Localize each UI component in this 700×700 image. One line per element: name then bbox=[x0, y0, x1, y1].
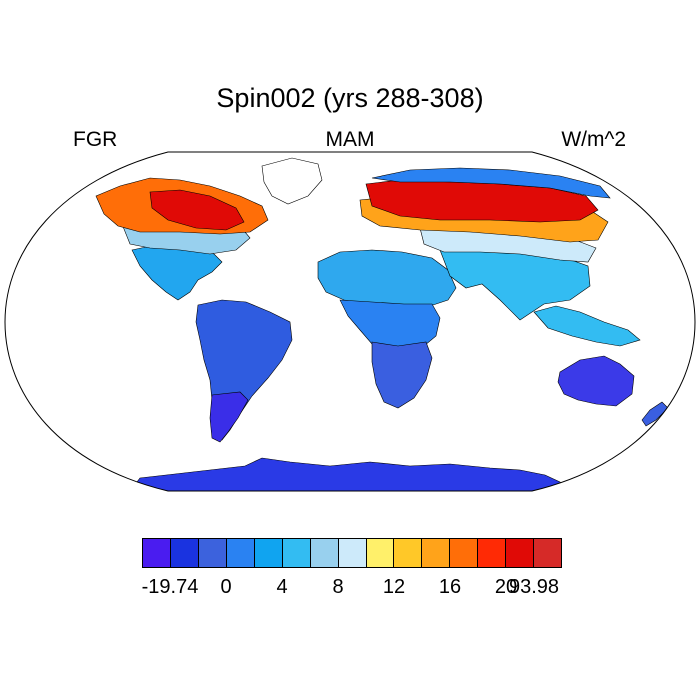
canada-core bbox=[149, 189, 245, 231]
colorbar-box bbox=[198, 539, 227, 567]
colorbar-box bbox=[170, 539, 199, 567]
antarctica bbox=[129, 457, 571, 491]
colorbar-tick-label: 4 bbox=[276, 576, 288, 598]
africa-south bbox=[371, 341, 433, 409]
colorbar-box bbox=[506, 539, 535, 567]
colorbar-tick-label: 93.98 bbox=[508, 576, 560, 598]
colorbar-box bbox=[143, 539, 171, 567]
colorbar-box bbox=[394, 539, 423, 567]
variable-label: FGR bbox=[73, 128, 118, 151]
units-label: W/m^2 bbox=[561, 128, 626, 151]
australia bbox=[557, 355, 635, 407]
colorbar-box bbox=[422, 539, 451, 567]
africa-center bbox=[339, 299, 441, 349]
land-layer bbox=[95, 157, 669, 491]
colorbar-box bbox=[226, 539, 255, 567]
colorbar-tick-label: 16 bbox=[438, 576, 462, 598]
colorbar-box bbox=[282, 539, 311, 567]
colorbar-box bbox=[478, 539, 507, 567]
colorbar-box bbox=[338, 539, 367, 567]
new-zealand bbox=[641, 401, 669, 427]
greenland bbox=[261, 157, 323, 205]
indonesia bbox=[533, 305, 641, 347]
south-america-south bbox=[209, 391, 249, 443]
colorbar-box bbox=[366, 539, 395, 567]
colorbar bbox=[142, 538, 562, 568]
colorbar-tick-label: 12 bbox=[382, 576, 406, 598]
colorbar-tick-label: 0 bbox=[220, 576, 232, 598]
colorbar-tick-label: -19.74 bbox=[141, 576, 199, 598]
colorbar-tick-label: 8 bbox=[332, 576, 344, 598]
map-title: Spin002 (yrs 288-308) bbox=[216, 83, 484, 113]
africa-north bbox=[317, 249, 457, 307]
colorbar-box bbox=[254, 539, 283, 567]
colorbar-box bbox=[450, 539, 479, 567]
season-label: MAM bbox=[325, 128, 375, 151]
globe-outline bbox=[4, 151, 696, 492]
colorbar-box bbox=[534, 539, 562, 567]
arctic-coast bbox=[371, 167, 611, 199]
colorbar-tick-label: 20 bbox=[494, 576, 518, 598]
colorbar-box bbox=[310, 539, 339, 567]
